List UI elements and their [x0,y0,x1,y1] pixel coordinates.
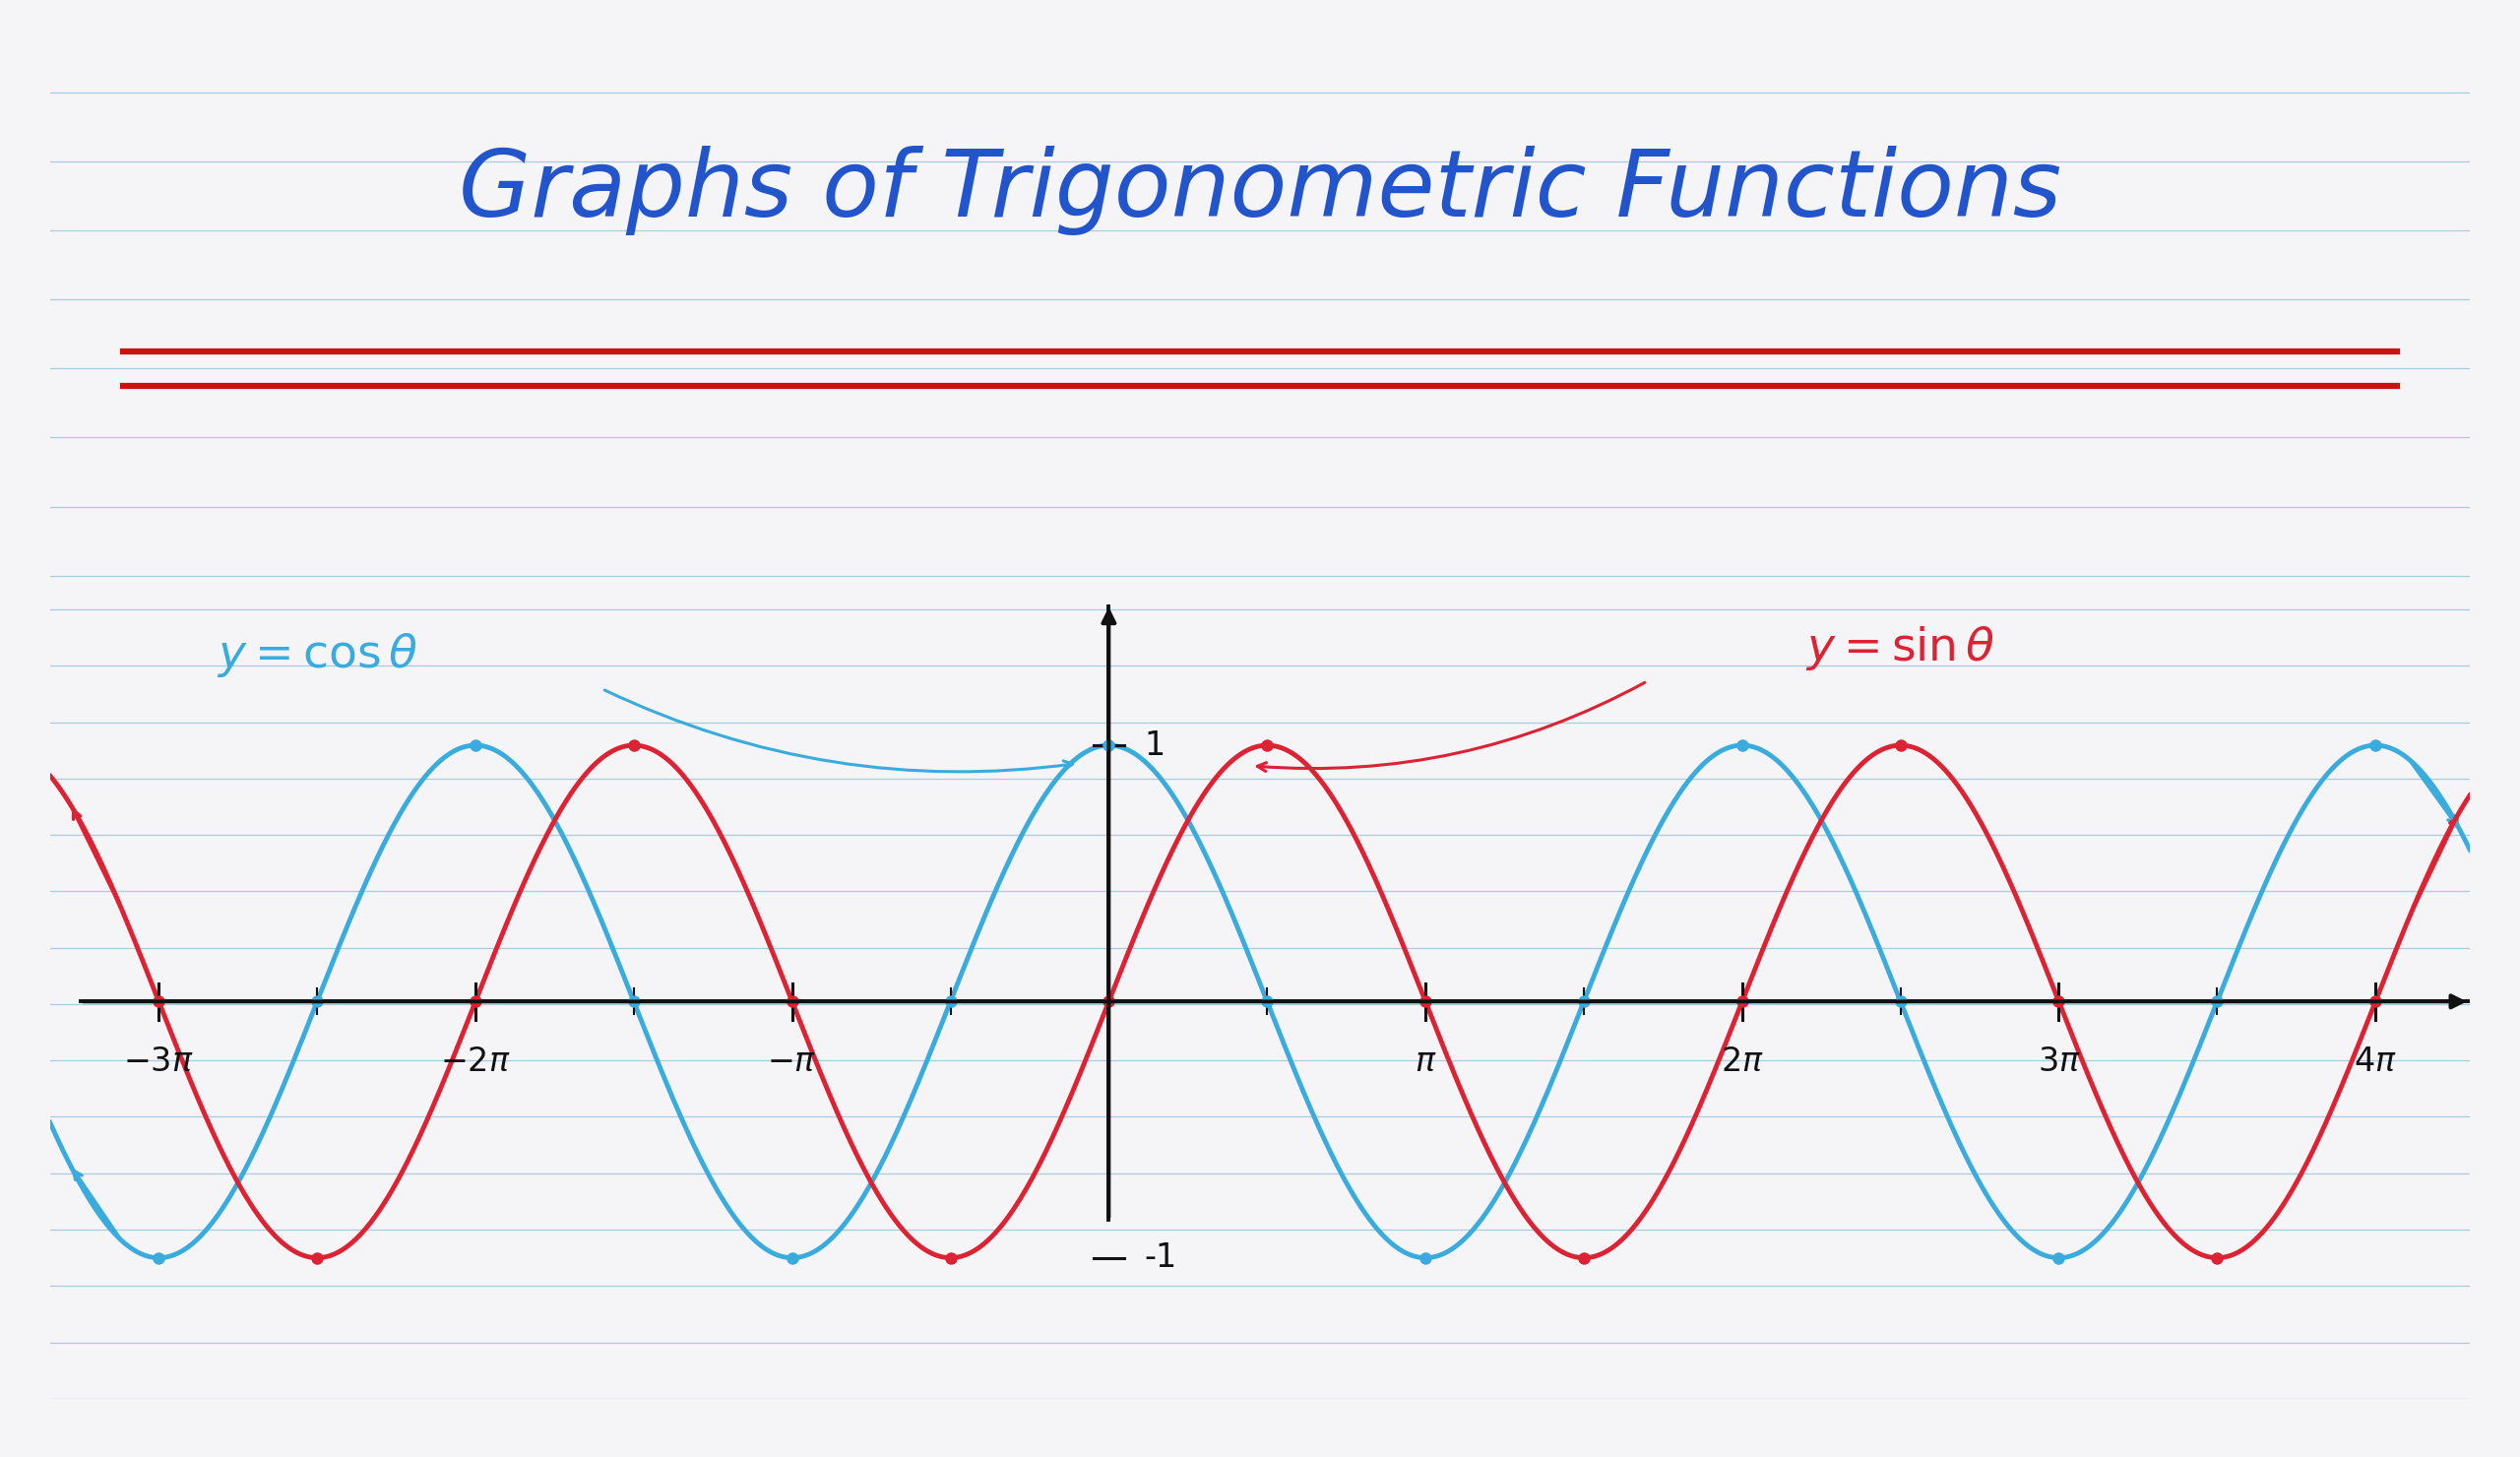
Text: -1: -1 [1144,1241,1177,1273]
Text: $\pi$: $\pi$ [1414,1045,1436,1078]
Text: $-\pi$: $-\pi$ [766,1045,816,1078]
Text: $3\pi$: $3\pi$ [2036,1045,2082,1078]
Text: $y=\sin\theta$: $y=\sin\theta$ [1807,624,1996,672]
Text: $4\pi$: $4\pi$ [2354,1045,2397,1078]
Text: $-3\pi$: $-3\pi$ [123,1045,194,1078]
Text: Graphs of Trigonometric Functions: Graphs of Trigonometric Functions [459,146,2061,235]
Text: $-2\pi$: $-2\pi$ [441,1045,512,1078]
Text: 1: 1 [1144,728,1164,762]
Text: $y= \cos\theta$: $y= \cos\theta$ [217,631,418,680]
Text: $2\pi$: $2\pi$ [1721,1045,1764,1078]
